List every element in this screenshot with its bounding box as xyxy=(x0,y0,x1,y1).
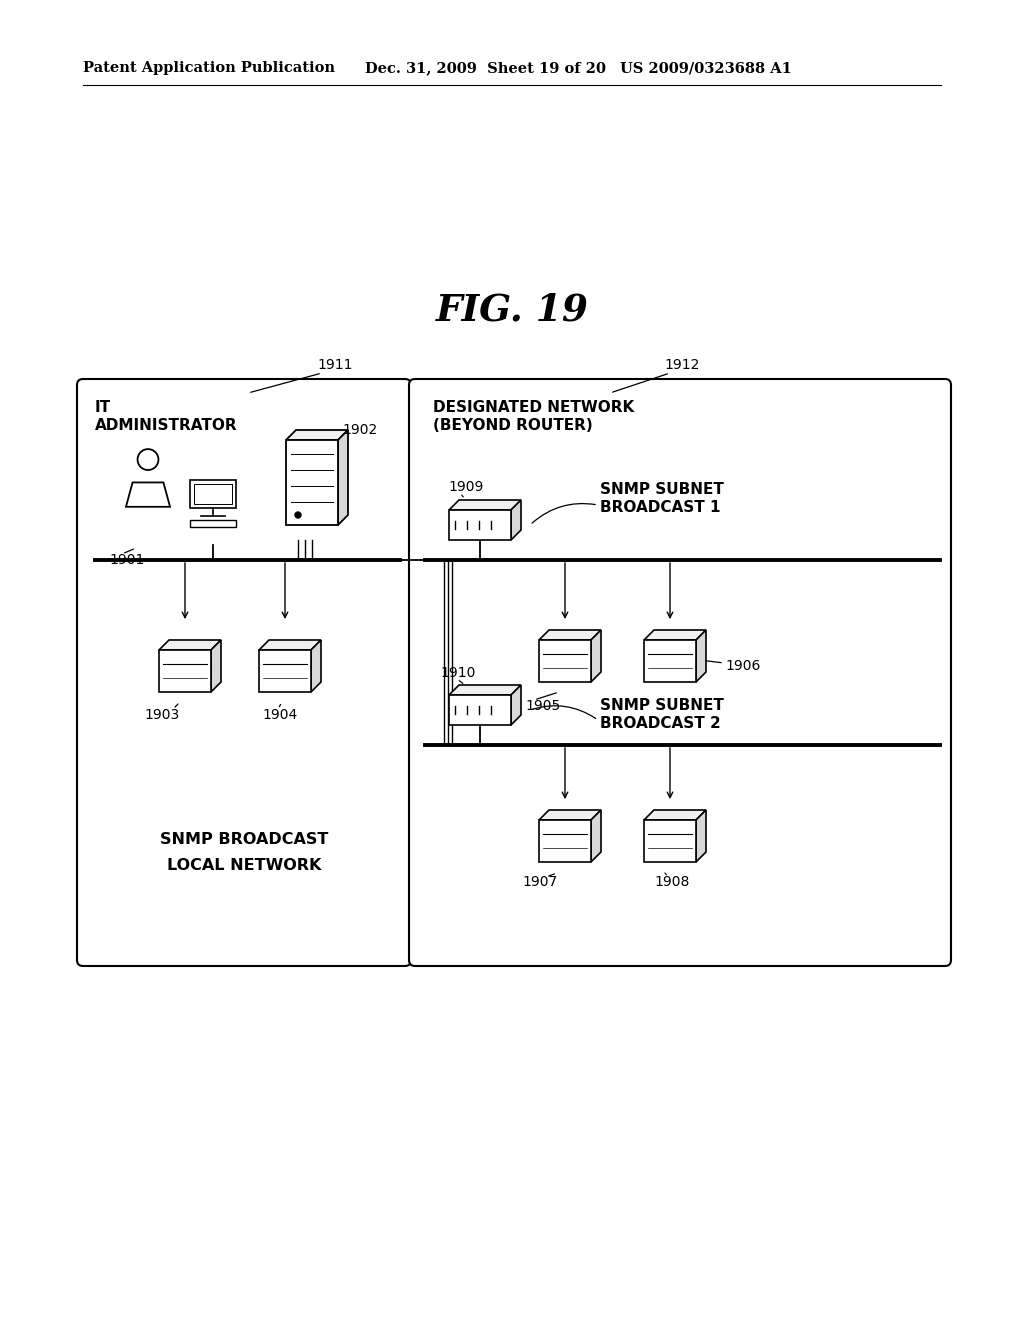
Polygon shape xyxy=(126,482,170,507)
Text: 1907: 1907 xyxy=(522,875,558,888)
Polygon shape xyxy=(338,430,348,525)
Polygon shape xyxy=(259,640,321,649)
Text: 1905: 1905 xyxy=(525,700,560,713)
Polygon shape xyxy=(539,810,601,820)
Circle shape xyxy=(295,512,301,517)
Text: 1902: 1902 xyxy=(342,422,377,437)
Text: 1912: 1912 xyxy=(665,358,699,372)
Text: 1908: 1908 xyxy=(654,875,690,888)
Polygon shape xyxy=(696,810,706,862)
Bar xyxy=(159,649,211,692)
Text: 1903: 1903 xyxy=(144,708,179,722)
Text: SNMP SUBNET: SNMP SUBNET xyxy=(600,483,724,498)
Polygon shape xyxy=(511,500,521,540)
Text: SNMP BROADCAST: SNMP BROADCAST xyxy=(160,833,328,847)
Text: Patent Application Publication: Patent Application Publication xyxy=(83,61,335,75)
Polygon shape xyxy=(591,810,601,862)
Polygon shape xyxy=(591,630,601,682)
Text: US 2009/0323688 A1: US 2009/0323688 A1 xyxy=(620,61,792,75)
Polygon shape xyxy=(644,810,706,820)
Text: FIG. 19: FIG. 19 xyxy=(435,292,589,329)
Text: IT: IT xyxy=(95,400,112,414)
Bar xyxy=(194,484,232,503)
Bar xyxy=(189,480,237,507)
Polygon shape xyxy=(449,500,521,510)
Text: 1904: 1904 xyxy=(262,708,298,722)
Polygon shape xyxy=(449,685,521,696)
Bar xyxy=(644,820,696,862)
Text: 1911: 1911 xyxy=(317,358,352,372)
Polygon shape xyxy=(286,430,348,440)
Polygon shape xyxy=(539,630,601,640)
Text: Dec. 31, 2009  Sheet 19 of 20: Dec. 31, 2009 Sheet 19 of 20 xyxy=(365,61,606,75)
Text: SNMP SUBNET: SNMP SUBNET xyxy=(600,697,724,713)
Bar xyxy=(644,640,696,682)
Text: 1901: 1901 xyxy=(109,553,144,568)
FancyBboxPatch shape xyxy=(409,379,951,966)
FancyBboxPatch shape xyxy=(77,379,411,966)
Bar xyxy=(449,696,511,725)
Text: (BEYOND ROUTER): (BEYOND ROUTER) xyxy=(433,417,593,433)
Text: 1909: 1909 xyxy=(449,480,483,494)
Text: 1910: 1910 xyxy=(440,667,475,680)
Bar xyxy=(539,820,591,862)
Polygon shape xyxy=(159,640,221,649)
Polygon shape xyxy=(696,630,706,682)
Bar xyxy=(449,510,511,540)
Text: DESIGNATED NETWORK: DESIGNATED NETWORK xyxy=(433,400,634,414)
Polygon shape xyxy=(211,640,221,692)
Text: 1906: 1906 xyxy=(725,659,761,673)
Text: LOCAL NETWORK: LOCAL NETWORK xyxy=(167,858,322,873)
Bar xyxy=(286,440,338,525)
Bar xyxy=(539,640,591,682)
Polygon shape xyxy=(311,640,321,692)
Bar xyxy=(259,649,311,692)
Polygon shape xyxy=(511,685,521,725)
Polygon shape xyxy=(644,630,706,640)
Text: BROADCAST 2: BROADCAST 2 xyxy=(600,715,721,730)
Text: BROADCAST 1: BROADCAST 1 xyxy=(600,500,721,516)
Bar xyxy=(189,520,237,527)
Text: ADMINISTRATOR: ADMINISTRATOR xyxy=(95,417,238,433)
